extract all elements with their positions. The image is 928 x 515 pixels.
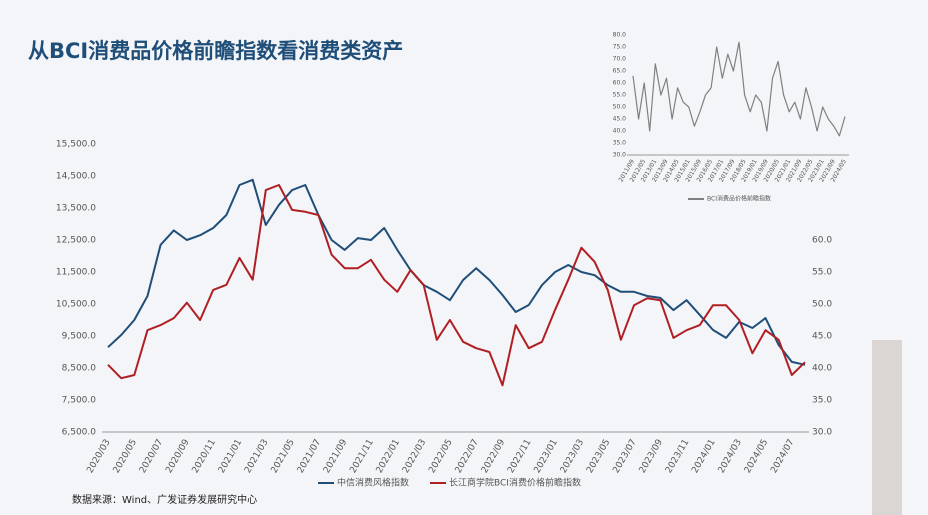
y-tick-label: 60.0 bbox=[613, 80, 627, 87]
y-tick-label: 15,500.0 bbox=[56, 140, 96, 150]
y-tick-label: 70.0 bbox=[613, 56, 627, 63]
legend-label: BCI消费品价格前瞻指数 bbox=[707, 195, 771, 203]
y2-tick-label: 45.0 bbox=[812, 332, 832, 342]
y-tick-label: 55.0 bbox=[613, 92, 627, 99]
y-tick-label: 65.0 bbox=[613, 68, 627, 75]
y-tick-label: 8,500.0 bbox=[62, 364, 97, 374]
y-tick-label: 35.0 bbox=[613, 140, 627, 147]
y2-tick-label: 60.0 bbox=[812, 236, 832, 246]
y-tick-label: 45.0 bbox=[613, 116, 627, 123]
y2-tick-label: 30.0 bbox=[812, 428, 832, 438]
series-line bbox=[107, 184, 806, 387]
y-tick-label: 75.0 bbox=[613, 44, 627, 51]
y2-tick-label: 35.0 bbox=[812, 396, 832, 406]
y2-tick-label: 55.0 bbox=[812, 268, 832, 278]
y-tick-label: 12,500.0 bbox=[56, 236, 96, 246]
building-decor bbox=[872, 340, 902, 515]
y-tick-label: 13,500.0 bbox=[56, 204, 96, 214]
y-tick-label: 40.0 bbox=[613, 128, 627, 135]
y-tick-label: 30.0 bbox=[613, 152, 627, 159]
y-tick-label: 11,500.0 bbox=[56, 268, 96, 278]
y-tick-label: 50.0 bbox=[613, 104, 627, 111]
y-tick-label: 7,500.0 bbox=[62, 396, 97, 406]
y-tick-label: 80.0 bbox=[613, 32, 627, 39]
y2-tick-label: 40.0 bbox=[812, 364, 832, 374]
legend-label: 中信消费风格指数 bbox=[337, 477, 409, 489]
legend-label: 长江商学院BCI消费价格前瞻指数 bbox=[449, 477, 581, 489]
y-tick-label: 9,500.0 bbox=[62, 332, 97, 342]
y-tick-label: 6,500.0 bbox=[62, 428, 97, 438]
y2-tick-label: 50.0 bbox=[812, 300, 832, 310]
y-tick-label: 14,500.0 bbox=[56, 172, 96, 182]
source-note: 数据来源：Wind、广发证券发展研究中心 bbox=[72, 493, 257, 506]
slide-title: 从BCI消费品价格前瞻指数看消费类资产 bbox=[28, 39, 403, 63]
series-line bbox=[107, 178, 806, 366]
series-line bbox=[632, 41, 846, 137]
y-tick-label: 10,500.0 bbox=[56, 300, 96, 310]
